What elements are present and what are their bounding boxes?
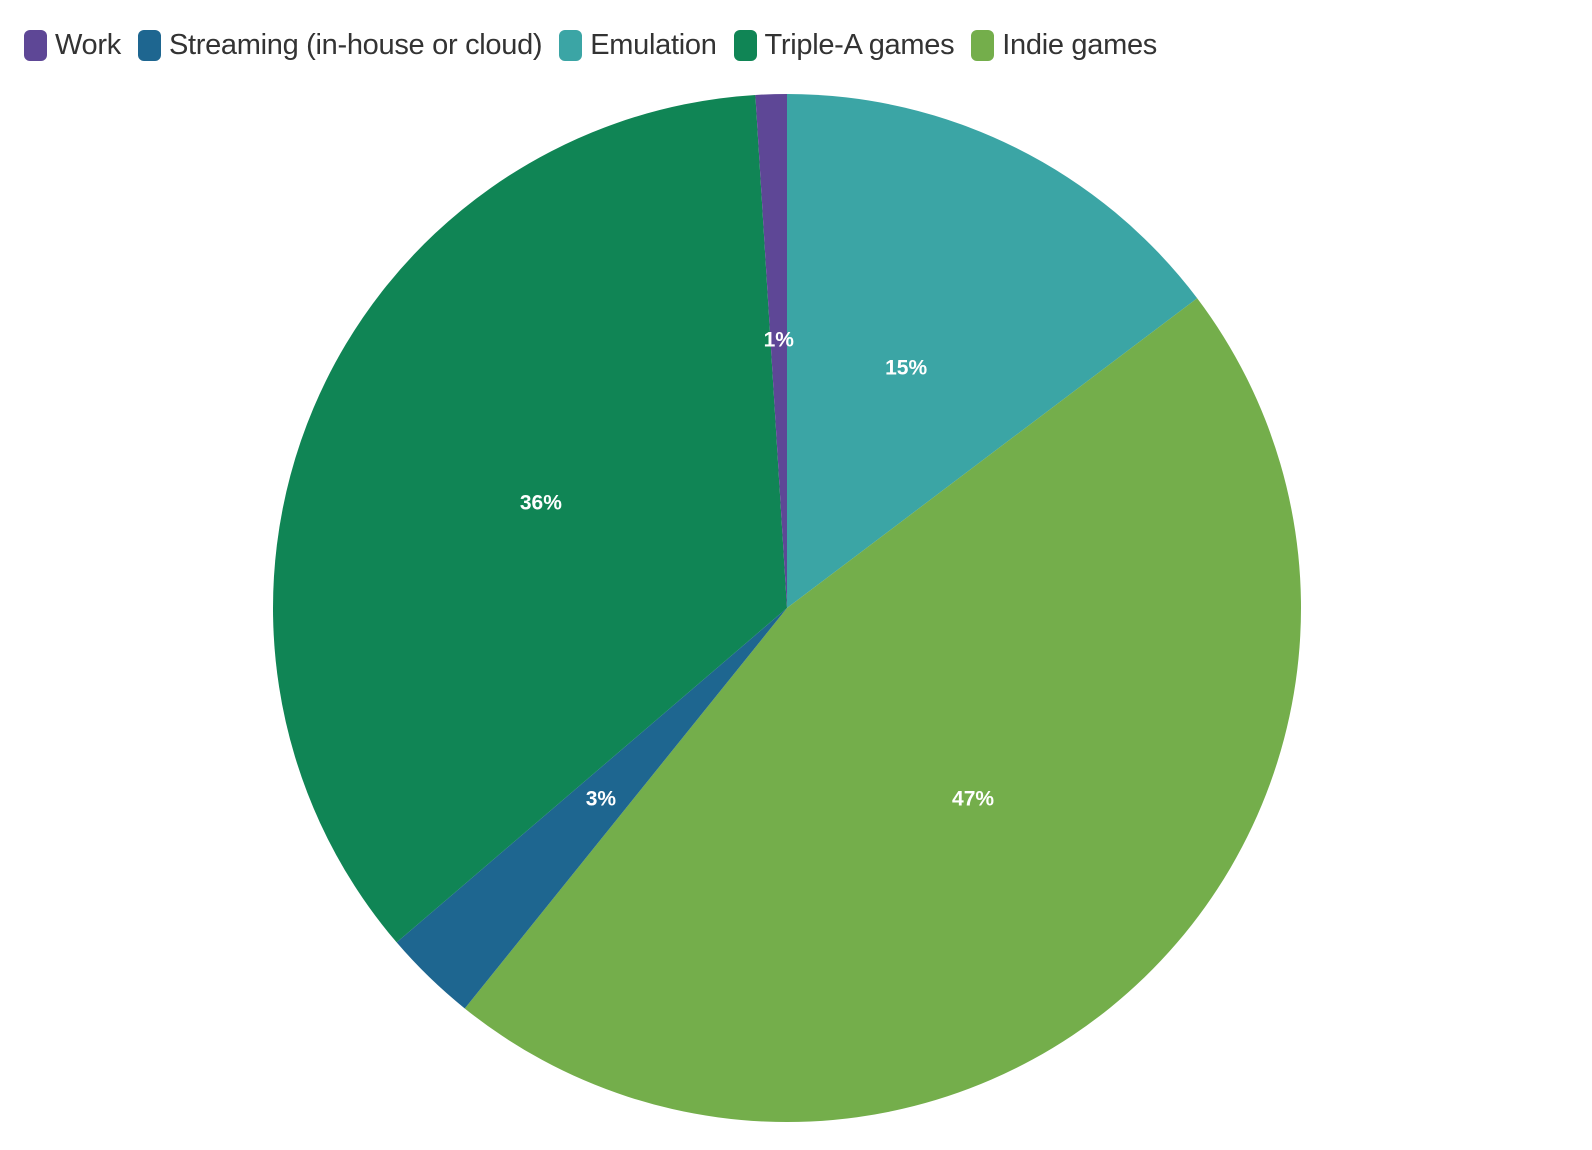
legend-item-emulation[interactable]: Emulation <box>559 28 717 62</box>
legend-label-streaming: Streaming (in-house or cloud) <box>168 28 543 61</box>
slice-label-work: 1% <box>764 328 795 351</box>
legend-label-indie-games: Indie games <box>1002 28 1157 61</box>
legend-swatch-triple-a-games <box>733 29 757 61</box>
legend: Work Streaming (in-house or cloud) Emula… <box>24 26 1174 64</box>
legend-item-streaming[interactable]: Streaming (in-house or cloud) <box>137 28 543 62</box>
legend-swatch-indie-games <box>971 29 995 61</box>
slice-label-emulation: 15% <box>885 356 927 379</box>
pie-slice-streaming-in-house-or-cloud[interactable] <box>396 608 787 1009</box>
legend-label-emulation: Emulation <box>590 28 717 61</box>
slice-label-indie-games: 47% <box>952 787 994 810</box>
legend-item-work[interactable]: Work <box>24 29 121 62</box>
slice-label-streaming-in-house-or-cloud: 3% <box>586 787 617 810</box>
slice-label-triple-a-games: 36% <box>520 491 562 514</box>
legend-item-indie-games[interactable]: Indie games <box>971 29 1157 62</box>
pie-slice-triple-a-games[interactable] <box>273 94 787 943</box>
legend-swatch-emulation <box>559 29 583 61</box>
legend-label-triple-a-games: Triple-A games <box>764 28 955 61</box>
legend-label-work: Work <box>55 28 121 61</box>
legend-swatch-work <box>24 29 47 61</box>
legend-swatch-streaming <box>137 29 161 61</box>
pie-slice-indie-games[interactable] <box>464 298 1301 1122</box>
pie-slice-emulation[interactable] <box>787 94 1198 608</box>
pie-slice-work[interactable] <box>755 94 787 608</box>
legend-item-triple-a-games[interactable]: Triple-A games <box>733 28 955 62</box>
